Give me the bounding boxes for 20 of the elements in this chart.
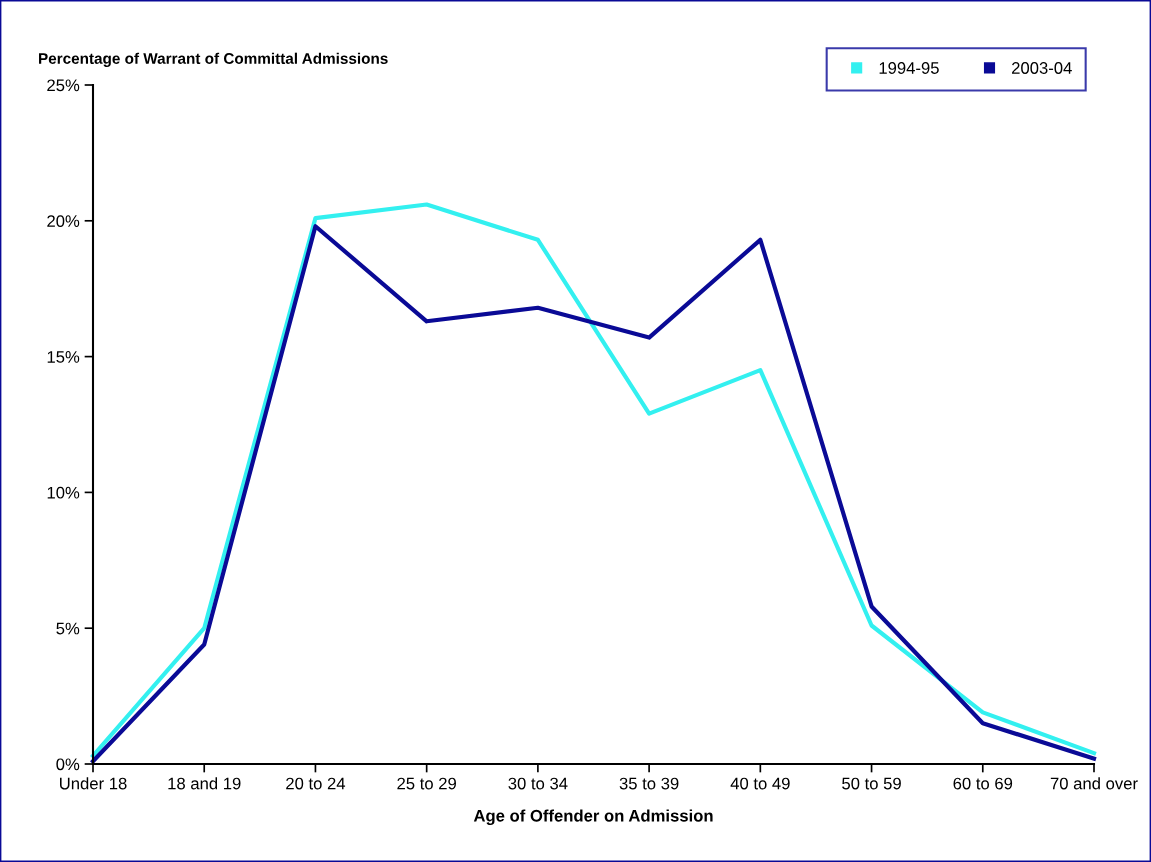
y-tick-label: 25%	[47, 79, 80, 92]
x-tick-label: Under 18	[60, 777, 127, 790]
x-tick-label: 40 to 49	[730, 777, 790, 790]
y-tick-label: 0%	[56, 758, 80, 771]
x-tick-label: 18 and 19	[168, 777, 241, 790]
x-tick-label: 50 to 59	[842, 777, 901, 790]
legend-label: 1994-95	[879, 62, 939, 74]
y-tick-label: 5%	[56, 622, 80, 635]
legend-label: 2003-04	[1012, 62, 1072, 74]
y-tick-label: 20%	[47, 215, 80, 227]
x-tick-label: 30 to 34	[508, 777, 568, 790]
x-tick-label: 25 to 29	[397, 777, 456, 790]
y-tick-label: 10%	[47, 486, 80, 499]
x-tick-label: 20 to 24	[286, 777, 346, 790]
x-tick-label: 70 and over	[1050, 777, 1138, 790]
y-tick-label: 15%	[47, 351, 80, 363]
y-axis-title: Percentage of Warrant of Committal Admissions	[39, 52, 388, 67]
x-tick-label: 60 to 69	[953, 777, 1013, 790]
x-axis-title: Age of Offender on Admission	[473, 809, 713, 826]
x-tick-label: 35 to 39	[619, 777, 679, 790]
